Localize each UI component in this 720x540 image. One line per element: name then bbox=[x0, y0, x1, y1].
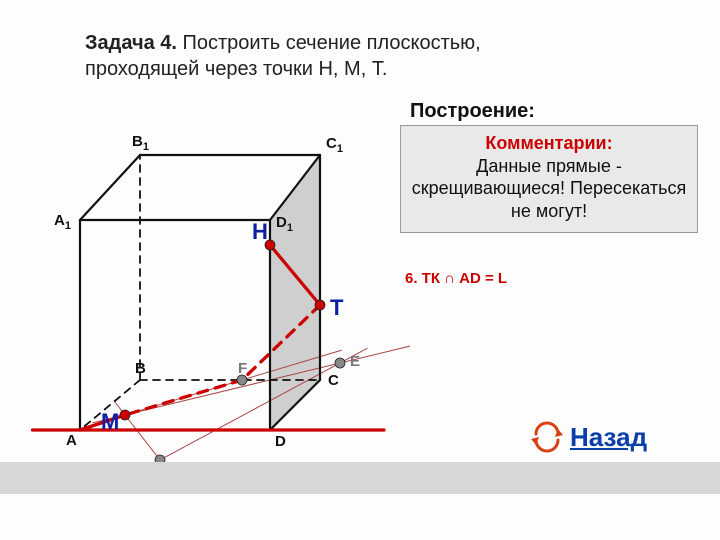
vertex-label-C: С bbox=[328, 372, 339, 389]
slide: Задача 4. Построить сечение плоскостью, … bbox=[0, 0, 720, 540]
aux-label-F: F bbox=[238, 360, 247, 377]
construction-heading: Построение: bbox=[410, 100, 535, 123]
cycle-arrows-icon bbox=[530, 420, 564, 454]
problem-title: Задача 4. Построить сечение плоскостью, … bbox=[85, 30, 585, 82]
construction-step-6: 6. ТК ∩ АD = L bbox=[405, 270, 507, 287]
vertex-label-C1: С1 bbox=[326, 135, 343, 155]
back-button[interactable]: Назад bbox=[570, 422, 647, 453]
vertex-label-B1: В1 bbox=[132, 133, 149, 153]
aux-label-E: E bbox=[350, 353, 360, 370]
geometry-diagram bbox=[30, 100, 410, 500]
vertex-label-A: А bbox=[66, 432, 77, 449]
point-label-H: Н bbox=[252, 219, 268, 245]
comment-box: Комментарии: Данные прямые - скрещивающи… bbox=[400, 125, 698, 233]
vertex-label-A1: А1 bbox=[54, 212, 71, 232]
comment-body: Данные прямые - скрещивающиеся! Пересека… bbox=[409, 155, 689, 223]
comment-title: Комментарии: bbox=[409, 132, 689, 155]
footer-bar bbox=[0, 462, 720, 494]
vertex-label-D: D bbox=[275, 433, 286, 450]
title-prefix: Задача 4. bbox=[85, 32, 177, 54]
point-label-T: Т bbox=[330, 295, 343, 321]
vertex-label-D1: D1 bbox=[276, 214, 293, 234]
vertex-label-B: В bbox=[135, 360, 146, 377]
point-label-M: М bbox=[101, 409, 119, 435]
